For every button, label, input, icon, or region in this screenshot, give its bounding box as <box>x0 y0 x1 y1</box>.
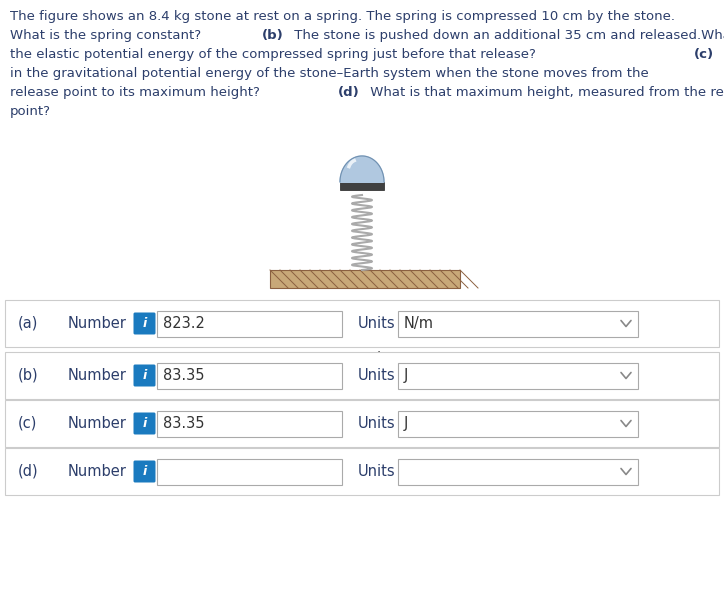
Text: Units: Units <box>358 368 395 383</box>
Bar <box>5 300 719 347</box>
Bar <box>157 411 342 437</box>
Text: What is the spring constant?: What is the spring constant? <box>10 29 206 42</box>
Polygon shape <box>340 156 384 182</box>
Bar <box>398 310 638 336</box>
Text: What is the change: What is the change <box>720 48 724 61</box>
Bar <box>270 270 460 288</box>
Text: (b): (b) <box>262 29 284 42</box>
Text: The figure shows an 8.4 kg stone at rest on a spring. The spring is compressed 1: The figure shows an 8.4 kg stone at rest… <box>10 10 679 23</box>
Text: Number: Number <box>68 416 127 431</box>
Text: (d): (d) <box>338 86 360 99</box>
Bar <box>5 400 719 447</box>
Text: i: i <box>143 369 147 382</box>
Text: release point to its maximum height?: release point to its maximum height? <box>10 86 264 99</box>
Bar <box>157 458 342 484</box>
Text: Units: Units <box>358 316 395 331</box>
Bar <box>157 310 342 336</box>
Bar <box>398 458 638 484</box>
Text: J: J <box>404 416 408 431</box>
Text: Number: Number <box>68 368 127 383</box>
Text: N/m: N/m <box>404 316 434 331</box>
Text: 823.2: 823.2 <box>163 316 205 331</box>
Bar <box>5 448 719 495</box>
Text: J: J <box>404 368 408 383</box>
Text: Number: Number <box>68 464 127 479</box>
Text: Units: Units <box>358 464 395 479</box>
Text: What is that maximum height, measured from the release: What is that maximum height, measured fr… <box>366 86 724 99</box>
Text: (b): (b) <box>18 368 38 383</box>
Text: (c): (c) <box>18 416 38 431</box>
Text: The stone is pushed down an additional 35 cm and released.What is: The stone is pushed down an additional 3… <box>290 29 724 42</box>
Text: i: i <box>143 417 147 430</box>
Text: Units: Units <box>358 416 395 431</box>
Text: 83.35: 83.35 <box>163 368 204 383</box>
Bar <box>398 411 638 437</box>
Text: (d): (d) <box>18 464 38 479</box>
Text: (c): (c) <box>694 48 714 61</box>
Text: i: i <box>143 317 147 330</box>
Text: the elastic potential energy of the compressed spring just before that release?: the elastic potential energy of the comp… <box>10 48 540 61</box>
Bar <box>5 352 719 399</box>
FancyBboxPatch shape <box>133 313 156 335</box>
Bar <box>157 362 342 388</box>
Text: Number: Number <box>68 316 127 331</box>
FancyBboxPatch shape <box>133 365 156 386</box>
Bar <box>398 362 638 388</box>
Text: in the gravitational potential energy of the stone–Earth system when the stone m: in the gravitational potential energy of… <box>10 67 649 80</box>
Text: i: i <box>143 465 147 478</box>
Text: 83.35: 83.35 <box>163 416 204 431</box>
FancyBboxPatch shape <box>133 461 156 483</box>
FancyBboxPatch shape <box>133 412 156 434</box>
Bar <box>340 182 384 190</box>
Text: k: k <box>376 351 384 365</box>
Text: point?: point? <box>10 105 51 118</box>
Text: (a): (a) <box>18 316 38 331</box>
